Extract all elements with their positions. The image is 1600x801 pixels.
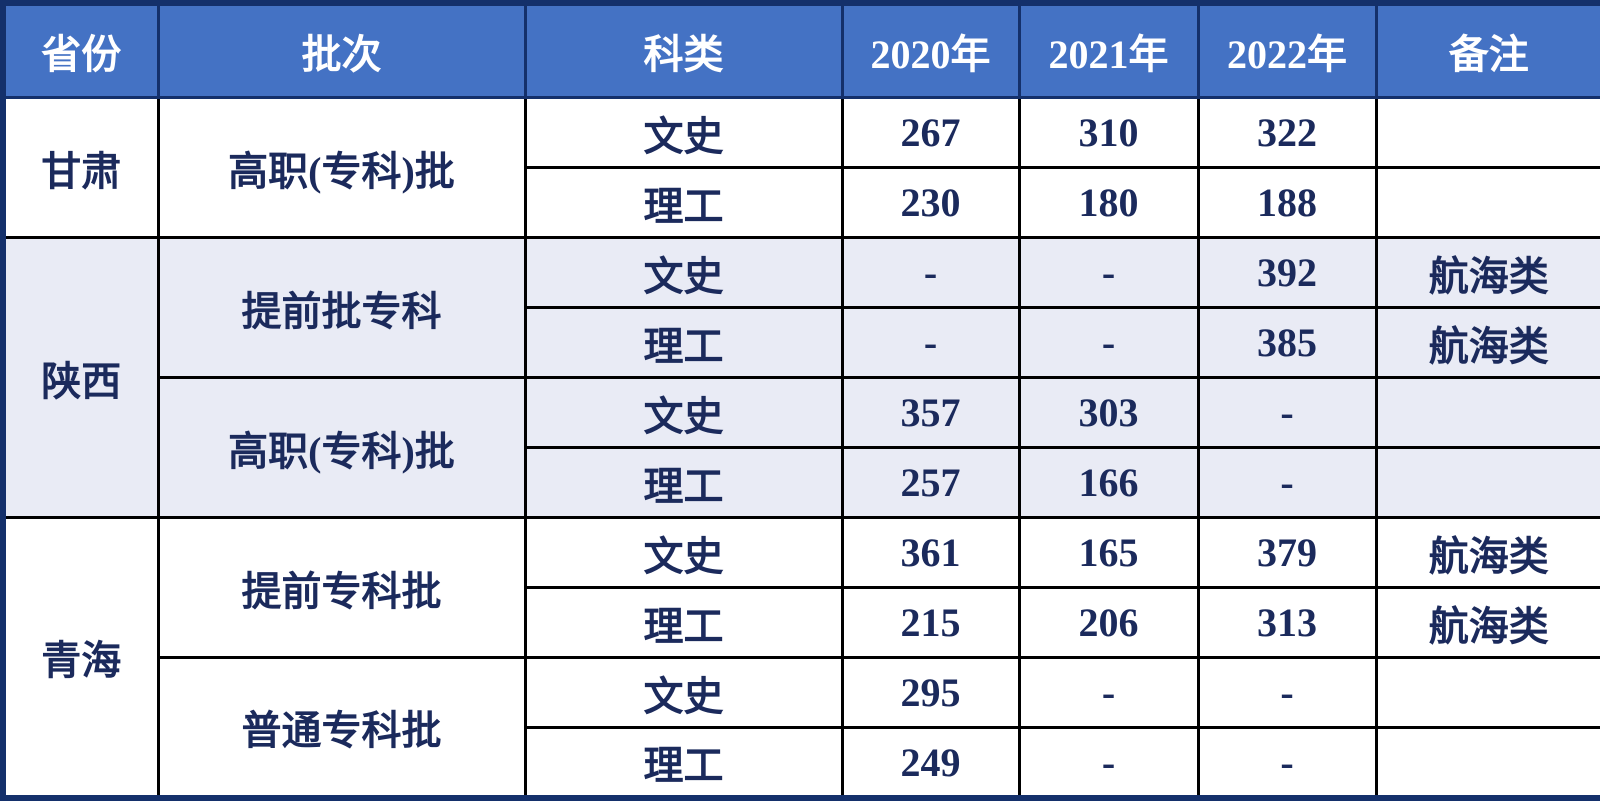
note-cell	[1374, 656, 1600, 730]
subject-cell: 理工	[523, 306, 844, 380]
score-cell: -	[1017, 306, 1200, 380]
score-cell: 313	[1196, 586, 1378, 660]
subject-cell: 理工	[523, 726, 844, 800]
header-cell: 2022年	[1196, 1, 1378, 99]
note-cell	[1374, 95, 1600, 170]
province-cell: 青海	[1, 516, 160, 800]
score-cell: -	[1196, 656, 1378, 730]
subject-cell: 理工	[523, 586, 844, 660]
subject-cell: 理工	[523, 446, 844, 520]
score-cell: 303	[1017, 376, 1200, 450]
score-cell: -	[840, 306, 1021, 380]
note-cell: 航海类	[1374, 586, 1600, 660]
subject-cell: 文史	[523, 95, 844, 170]
score-cell: 310	[1017, 95, 1200, 170]
score-cell: 180	[1017, 166, 1200, 240]
table-row: 理工 215 206 313 航海类	[3, 586, 1600, 660]
score-cell: 392	[1196, 236, 1378, 310]
header-row: 省份 批次 科类 2020年 2021年 2022年 备注	[1, 1, 1600, 99]
score-cell: 379	[1196, 516, 1378, 590]
score-cell: 385	[1196, 306, 1378, 380]
batch-cell: 普通专科批	[156, 656, 527, 800]
subject-cell: 文史	[523, 236, 844, 310]
batch-cell: 提前批专科	[156, 236, 527, 380]
score-cell: 249	[840, 726, 1021, 800]
header-cell: 备注	[1374, 1, 1600, 99]
score-cell: 188	[1196, 166, 1378, 240]
header-cell: 省份	[1, 1, 160, 99]
score-cell: -	[1017, 656, 1200, 730]
batch-cell: 提前专科批	[156, 516, 527, 660]
note-cell: 航海类	[1374, 516, 1600, 590]
score-cell: -	[1017, 236, 1200, 310]
note-cell: 航海类	[1374, 306, 1600, 380]
table-row: 陕西 提前批专科 文史 - -392 航海类	[1, 236, 1600, 520]
table-row: 理工 - -385 航海类	[3, 306, 1600, 380]
score-cell: -	[1196, 376, 1378, 450]
score-cell: 166	[1017, 446, 1200, 520]
score-cell: 357	[840, 376, 1021, 450]
table-row: 理工 257 166-	[3, 446, 1600, 520]
table-row: 高职(专科)批 文史 357 303-	[3, 376, 1600, 520]
table-row: 青海 提前专科批 文史 361 165 379 航海类	[1, 516, 1600, 800]
table-row: 理工 230 180 188	[3, 166, 1600, 240]
score-cell: 257	[840, 446, 1021, 520]
note-cell	[1374, 376, 1600, 450]
score-cell: 230	[840, 166, 1021, 240]
subject-cell: 理工	[523, 166, 844, 240]
header-cell: 科类	[523, 1, 844, 99]
subject-cell: 文史	[523, 516, 844, 590]
score-cell: -	[840, 236, 1021, 310]
batch-cell: 高职(专科)批	[156, 95, 527, 240]
score-cell: 361	[840, 516, 1021, 590]
header-cell: 批次	[156, 1, 527, 99]
header-cell: 2021年	[1017, 1, 1200, 99]
score-cell: 322	[1196, 95, 1378, 170]
table-row: 甘肃 高职(专科)批 文史 267 310 322	[1, 95, 1600, 240]
score-cell: 267	[840, 95, 1021, 170]
province-cell: 陕西	[1, 236, 160, 520]
note-cell	[1374, 446, 1600, 520]
score-cell: 206	[1017, 586, 1200, 660]
table-row: 理工 249- -	[3, 726, 1600, 800]
header-cell: 2020年	[840, 1, 1021, 99]
note-cell	[1374, 166, 1600, 240]
subject-cell: 文史	[523, 656, 844, 730]
note-cell: 航海类	[1374, 236, 1600, 310]
province-cell: 甘肃	[1, 95, 160, 240]
score-cell: 165	[1017, 516, 1200, 590]
score-cell: 295	[840, 656, 1021, 730]
score-cell: -	[1196, 446, 1378, 520]
score-cell: -	[1017, 726, 1200, 800]
batch-cell: 高职(专科)批	[156, 376, 527, 520]
note-cell	[1374, 726, 1600, 800]
table-row: 普通专科批 文史 295- -	[3, 656, 1600, 800]
subject-cell: 文史	[523, 376, 844, 450]
score-cell: 215	[840, 586, 1021, 660]
score-cell: -	[1196, 726, 1378, 800]
